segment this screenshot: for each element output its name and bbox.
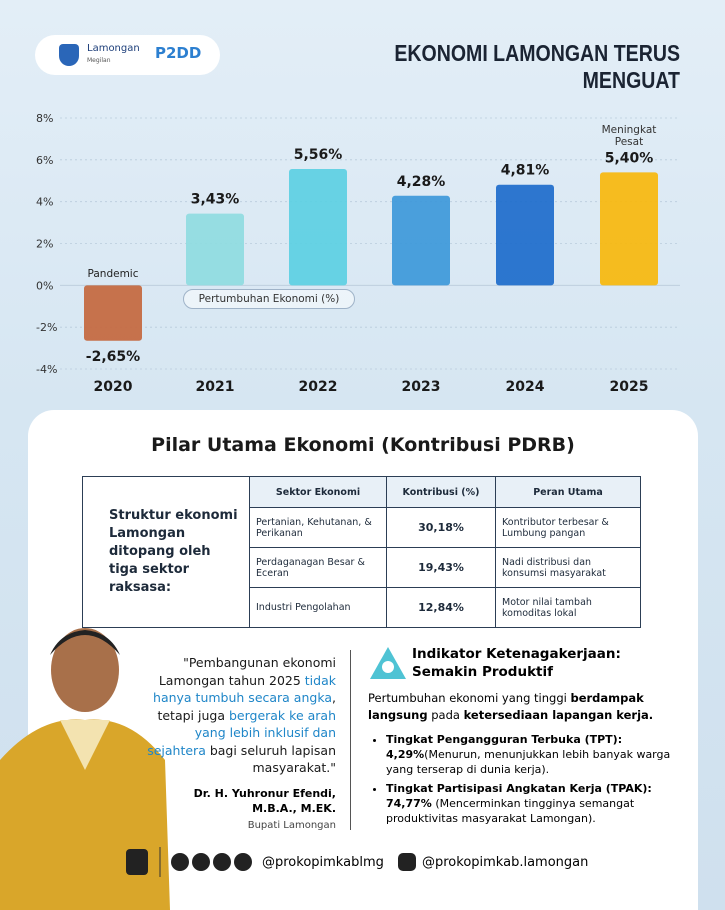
bar	[84, 285, 142, 341]
x-tick-label: 2023	[402, 379, 441, 395]
bar	[496, 184, 554, 286]
quote-text: "Pembangunan ekonomi Lamongan tahun 2025	[158, 655, 336, 688]
column-header: Kontribusi (%)	[386, 476, 496, 508]
divider	[350, 650, 351, 830]
social-handle: @prokopimkablmg	[262, 855, 384, 870]
value-label: -2,65%	[86, 349, 140, 365]
logo-pill: Lamongan Megilan P2DD	[35, 35, 220, 75]
social-handle: @prokopimkab.lamongan	[422, 855, 589, 870]
bar	[392, 195, 450, 286]
quote-author: Dr. H. Yuhronur Efendi, M.B.A., M.EK.	[193, 787, 336, 815]
text: Pertumbuhan ekonomi yang tinggi	[368, 691, 571, 705]
column-header: Sektor Ekonomi	[249, 476, 387, 508]
indicator-item: Tingkat Partisipasi Angkatan Kerja (TPAK…	[386, 781, 686, 826]
indicator-intro: Pertumbuhan ekonomi yang tinggi berdampa…	[368, 690, 668, 724]
bar	[186, 213, 244, 286]
quote-role: Bupati Lamongan	[247, 820, 336, 831]
chart-annotation: Pandemic	[88, 268, 139, 280]
text-bold: ketersediaan lapangan kerja.	[463, 708, 654, 722]
x-tick-label: 2022	[299, 379, 338, 395]
table-cell: Industri Pengolahan	[249, 587, 387, 628]
table-cell: Perdaganagan Besar & Eceran	[249, 547, 387, 588]
social-icons	[126, 847, 252, 877]
table-intro: Struktur ekonomi Lamongan ditopang oleh …	[82, 476, 250, 628]
table-cell: 19,43%	[386, 547, 496, 588]
chart-annotation: Meningkat Pesat	[601, 124, 657, 148]
table-cell: 30,18%	[386, 507, 496, 548]
indicator-value: 74,77%	[386, 797, 432, 810]
indicator-note: (Menurun, menunjukkan lebih banyak warga…	[386, 748, 671, 776]
instagram-icon	[398, 853, 416, 871]
y-tick-label: 4%	[36, 196, 53, 209]
quote-text: , tetapi juga	[157, 690, 336, 723]
column-header: Peran Utama	[495, 476, 641, 508]
value-label: 4,28%	[397, 174, 446, 190]
indicator-note: (Mencerminkan tingginya semangat produkt…	[386, 797, 635, 825]
y-tick-label: 0%	[36, 279, 53, 292]
quote-highlight: tidak hanya tumbuh secara angka	[153, 672, 336, 706]
value-label: 4,81%	[501, 163, 550, 179]
quote-highlight: bergerak ke arah yang lebih inklusif dan…	[147, 707, 336, 758]
page-title: EKONOMI LAMONGAN TERUS MENGUAT	[394, 40, 680, 93]
table-cell: Nadi distribusi dan konsumsi masyarakat	[495, 547, 641, 588]
y-tick-label: -2%	[36, 321, 57, 334]
indicator-value: 4,29%	[386, 748, 425, 761]
bar	[289, 169, 347, 286]
value-label: 3,43%	[191, 192, 240, 208]
x-tick-label: 2021	[196, 379, 235, 395]
chart: -4% -2% 0% 2% 4% 6% 8% -2,65% 2020 3,43% 2021 5,56%…	[36, 112, 680, 395]
pdrb-table: Struktur ekonomi Lamongan ditopang oleh …	[82, 476, 641, 628]
y-tick-label: 6%	[36, 154, 53, 167]
indicator-title: Indikator Ketenagakerjaan: Semakin Produ…	[412, 646, 621, 680]
table-cell: 12,84%	[386, 587, 496, 628]
logo-badge: P2DD	[155, 44, 202, 62]
table-cell: Kontributor terbesar & Lumbung pangan	[495, 507, 641, 548]
y-tick-label: -4%	[36, 363, 57, 376]
value-label: 5,56%	[294, 147, 343, 163]
x-tick-label: 2025	[610, 379, 649, 395]
indicator-label: Tingkat Pengangguran Terbuka (TPT):	[386, 733, 623, 746]
section-title: Pilar Utama Ekonomi (Kontribusi PDRB)	[151, 434, 575, 456]
y-tick-label: 2%	[36, 238, 53, 251]
bar	[600, 172, 658, 286]
logo-emblem	[59, 44, 79, 66]
y-tick-label: 8%	[36, 112, 53, 125]
logo-subtext: Megilan	[87, 57, 111, 64]
indicator-label: Tingkat Partisipasi Angkatan Kerja (TPAK…	[386, 782, 652, 795]
text: pada	[427, 708, 464, 722]
value-label: 5,40%	[605, 150, 654, 166]
quote: "Pembangunan ekonomi Lamongan tahun 2025…	[140, 654, 336, 777]
table-cell: Motor nilai tambah komoditas lokal	[495, 587, 641, 628]
text-bold: berdampak langsung	[368, 691, 644, 722]
x-tick-label: 2024	[506, 379, 545, 395]
quote-text: bagi seluruh lapisan masyarakat."	[205, 742, 336, 776]
table-cell: Pertanian, Kehutanan, & Perikanan	[249, 507, 387, 548]
logo-text: Lamongan	[87, 43, 140, 54]
x-tick-label: 2020	[94, 379, 133, 395]
chart-annotation: Pertumbuhan Ekonomi (%)	[183, 289, 355, 309]
indicator-list: Tingkat Pengangguran Terbuka (TPT): 4,29%…	[368, 732, 686, 826]
indicator-item: Tingkat Pengangguran Terbuka (TPT): 4,29%…	[386, 732, 686, 777]
indicator-icon	[370, 647, 406, 679]
